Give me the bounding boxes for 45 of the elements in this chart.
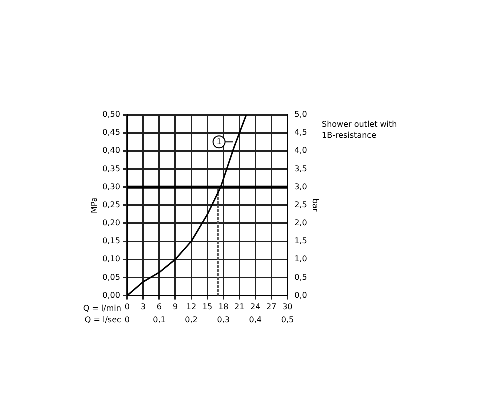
annotation: 1 bbox=[216, 138, 222, 147]
y-tick-label: 0,20 bbox=[102, 218, 120, 228]
x-tick-label: 6 bbox=[156, 302, 162, 312]
y2-tick-label: 2,0 bbox=[294, 218, 308, 228]
x-tick-label: 3 bbox=[140, 302, 146, 312]
y-axis-title: MPa bbox=[90, 197, 99, 214]
x-tick-label: 18 bbox=[218, 302, 229, 312]
y2-tick-label: 0,0 bbox=[294, 290, 308, 300]
y-tick-label: 0,35 bbox=[102, 164, 120, 174]
y2-tick-label: 1,5 bbox=[294, 236, 308, 246]
x2-tick-label: 0 bbox=[124, 315, 130, 324]
x2-tick-label: 0,1 bbox=[153, 315, 166, 324]
y2-tick-label: 3,5 bbox=[294, 164, 308, 174]
x-tick-label: 21 bbox=[234, 302, 245, 312]
x-tick-label: 27 bbox=[266, 302, 277, 312]
x-tick-label: 30 bbox=[282, 302, 293, 312]
x2-tick-label: 0,4 bbox=[249, 315, 262, 324]
x-tick-label: 24 bbox=[250, 302, 261, 312]
x2-tick-label: 0,5 bbox=[281, 315, 294, 324]
y-tick-label: 0,25 bbox=[102, 200, 120, 210]
y2-tick-label: 1,0 bbox=[294, 254, 308, 264]
y2-tick-label: 3,0 bbox=[294, 182, 308, 192]
x2-tick-label: 0,3 bbox=[217, 315, 230, 324]
x2-tick-label: 0,2 bbox=[185, 315, 198, 324]
x-tick-label: 0 bbox=[124, 302, 130, 312]
y-tick-label: 0,40 bbox=[102, 146, 120, 156]
y2-tick-label: 2,5 bbox=[294, 200, 308, 210]
x-tick-label: 9 bbox=[172, 302, 178, 312]
y-tick-label: 0,15 bbox=[102, 236, 120, 246]
y-tick-label: 0,30 bbox=[102, 182, 120, 192]
y-tick-label: 0,10 bbox=[102, 254, 120, 264]
y-tick-label: 0,05 bbox=[102, 272, 120, 282]
y-tick-label: 0,00 bbox=[102, 290, 120, 300]
x-tick-label: 12 bbox=[186, 302, 197, 312]
y2-tick-label: 0,5 bbox=[294, 272, 308, 282]
y-tick-label: 0,45 bbox=[102, 128, 120, 138]
y2-axis-title: bar bbox=[311, 198, 320, 213]
y-tick-label: 0,50 bbox=[102, 110, 120, 120]
y2-tick-label: 4,5 bbox=[294, 128, 308, 138]
x-tick-label: 15 bbox=[202, 302, 213, 312]
x-axis-title: Q = l/min bbox=[83, 304, 122, 313]
y2-tick-label: 5,0 bbox=[294, 110, 308, 120]
x2-axis-title: Q = l/sec bbox=[84, 315, 122, 324]
text: Shower outlet with 1B-resistance bbox=[322, 119, 398, 141]
y2-tick-label: 4,0 bbox=[294, 146, 308, 156]
